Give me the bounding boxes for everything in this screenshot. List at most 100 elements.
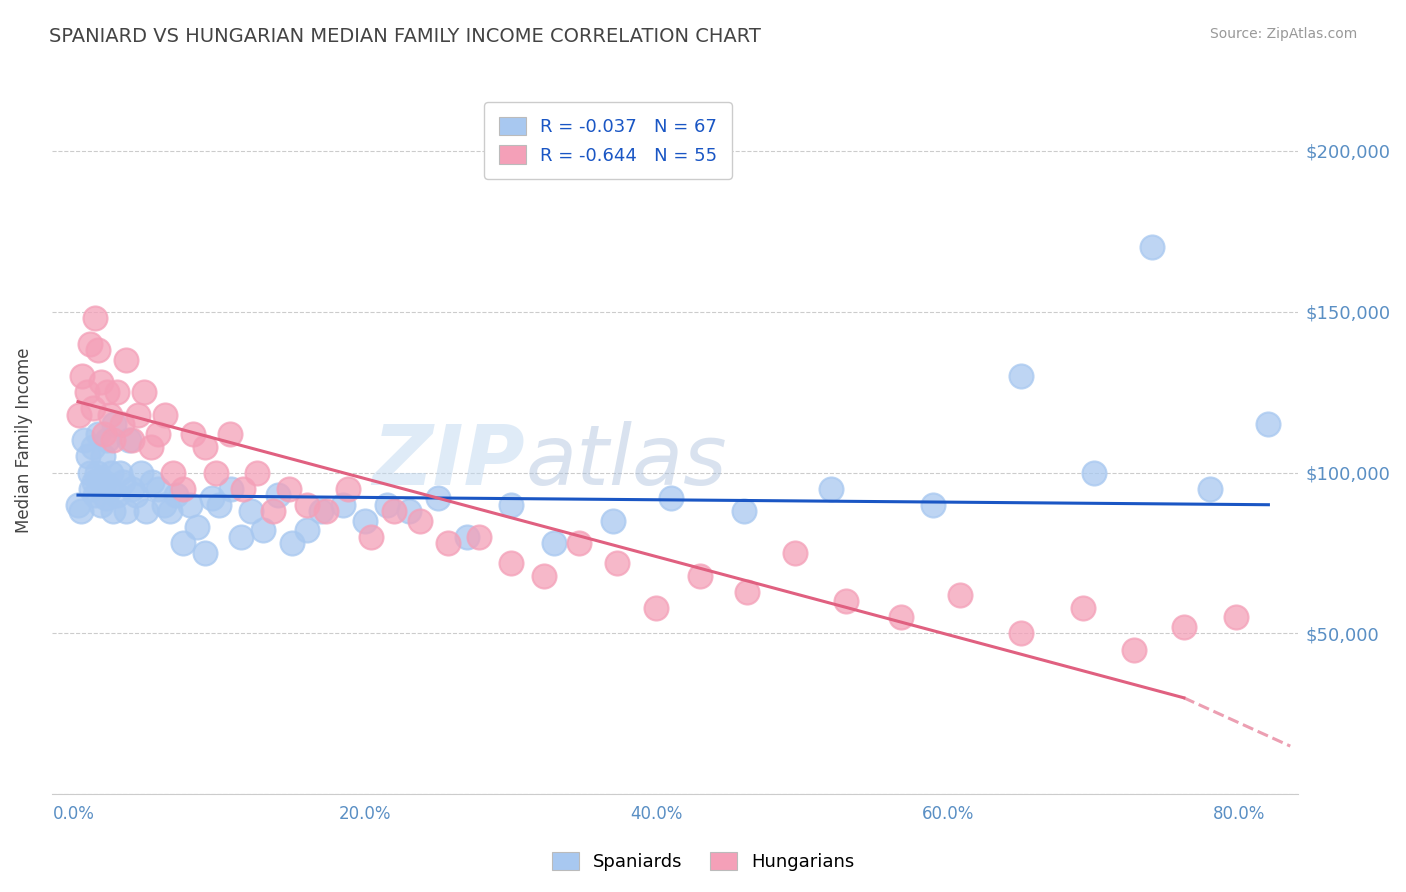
Point bbox=[262, 504, 284, 518]
Point bbox=[360, 530, 382, 544]
Point bbox=[83, 475, 105, 490]
Point bbox=[194, 546, 217, 560]
Point bbox=[295, 498, 318, 512]
Point bbox=[90, 376, 112, 390]
Point bbox=[82, 401, 104, 416]
Point bbox=[835, 594, 858, 608]
Text: ZIP: ZIP bbox=[373, 421, 526, 502]
Point bbox=[437, 536, 460, 550]
Point bbox=[1083, 466, 1105, 480]
Point bbox=[79, 336, 101, 351]
Point bbox=[80, 482, 103, 496]
Point bbox=[820, 482, 842, 496]
Point bbox=[103, 417, 125, 432]
Text: Source: ZipAtlas.com: Source: ZipAtlas.com bbox=[1209, 27, 1357, 41]
Point bbox=[1257, 417, 1279, 432]
Point bbox=[111, 417, 134, 432]
Point bbox=[602, 514, 624, 528]
Point bbox=[240, 504, 263, 518]
Point bbox=[205, 466, 228, 480]
Point bbox=[499, 556, 522, 570]
Point bbox=[135, 504, 157, 518]
Point bbox=[127, 408, 149, 422]
Point bbox=[115, 504, 138, 518]
Point bbox=[84, 488, 107, 502]
Point bbox=[165, 488, 187, 502]
Point bbox=[336, 482, 359, 496]
Point bbox=[948, 588, 970, 602]
Point bbox=[733, 504, 755, 518]
Point bbox=[1173, 620, 1195, 634]
Point bbox=[499, 498, 522, 512]
Point bbox=[153, 498, 176, 512]
Point bbox=[115, 352, 138, 367]
Point bbox=[645, 600, 668, 615]
Point bbox=[72, 369, 94, 384]
Point bbox=[172, 482, 194, 496]
Point bbox=[98, 408, 121, 422]
Legend: R = -0.037   N = 67, R = -0.644   N = 55: R = -0.037 N = 67, R = -0.644 N = 55 bbox=[484, 103, 733, 179]
Point bbox=[890, 610, 912, 624]
Point bbox=[382, 504, 405, 518]
Point bbox=[354, 514, 377, 528]
Point bbox=[98, 482, 121, 496]
Point bbox=[132, 385, 155, 400]
Point bbox=[87, 426, 110, 441]
Point bbox=[125, 488, 148, 502]
Point bbox=[783, 546, 806, 560]
Point bbox=[246, 466, 269, 480]
Point bbox=[93, 426, 115, 441]
Point bbox=[398, 504, 420, 518]
Point bbox=[172, 536, 194, 550]
Point bbox=[84, 311, 107, 326]
Point bbox=[278, 482, 301, 496]
Point bbox=[543, 536, 565, 550]
Point bbox=[73, 434, 96, 448]
Point bbox=[79, 466, 101, 480]
Point bbox=[1199, 482, 1222, 496]
Point bbox=[689, 568, 711, 582]
Point bbox=[409, 514, 432, 528]
Point bbox=[1140, 240, 1163, 254]
Point bbox=[467, 530, 489, 544]
Point bbox=[179, 498, 201, 512]
Point bbox=[568, 536, 591, 550]
Point bbox=[141, 475, 163, 490]
Point bbox=[162, 466, 184, 480]
Point bbox=[606, 556, 628, 570]
Point bbox=[533, 568, 555, 582]
Point bbox=[96, 385, 118, 400]
Point bbox=[315, 504, 337, 518]
Point bbox=[252, 524, 274, 538]
Point bbox=[1123, 642, 1146, 657]
Point bbox=[101, 434, 124, 448]
Point bbox=[118, 434, 141, 448]
Point bbox=[129, 466, 152, 480]
Point bbox=[219, 482, 242, 496]
Point bbox=[101, 504, 124, 518]
Point bbox=[91, 450, 114, 464]
Point bbox=[659, 491, 682, 506]
Point bbox=[181, 426, 204, 441]
Point bbox=[186, 520, 208, 534]
Point bbox=[87, 343, 110, 358]
Legend: Spaniards, Hungarians: Spaniards, Hungarians bbox=[544, 845, 862, 879]
Point bbox=[295, 524, 318, 538]
Point bbox=[208, 498, 231, 512]
Point bbox=[90, 498, 112, 512]
Point bbox=[121, 482, 143, 496]
Point bbox=[77, 450, 100, 464]
Point bbox=[86, 466, 108, 480]
Point bbox=[456, 530, 478, 544]
Point bbox=[82, 440, 104, 454]
Y-axis label: Median Family Income: Median Family Income bbox=[15, 348, 32, 533]
Point bbox=[96, 434, 118, 448]
Point bbox=[735, 584, 758, 599]
Point bbox=[105, 385, 128, 400]
Point bbox=[110, 466, 132, 480]
Point bbox=[146, 482, 169, 496]
Point bbox=[1010, 369, 1032, 384]
Point bbox=[375, 498, 398, 512]
Point bbox=[426, 491, 449, 506]
Point bbox=[1010, 626, 1032, 640]
